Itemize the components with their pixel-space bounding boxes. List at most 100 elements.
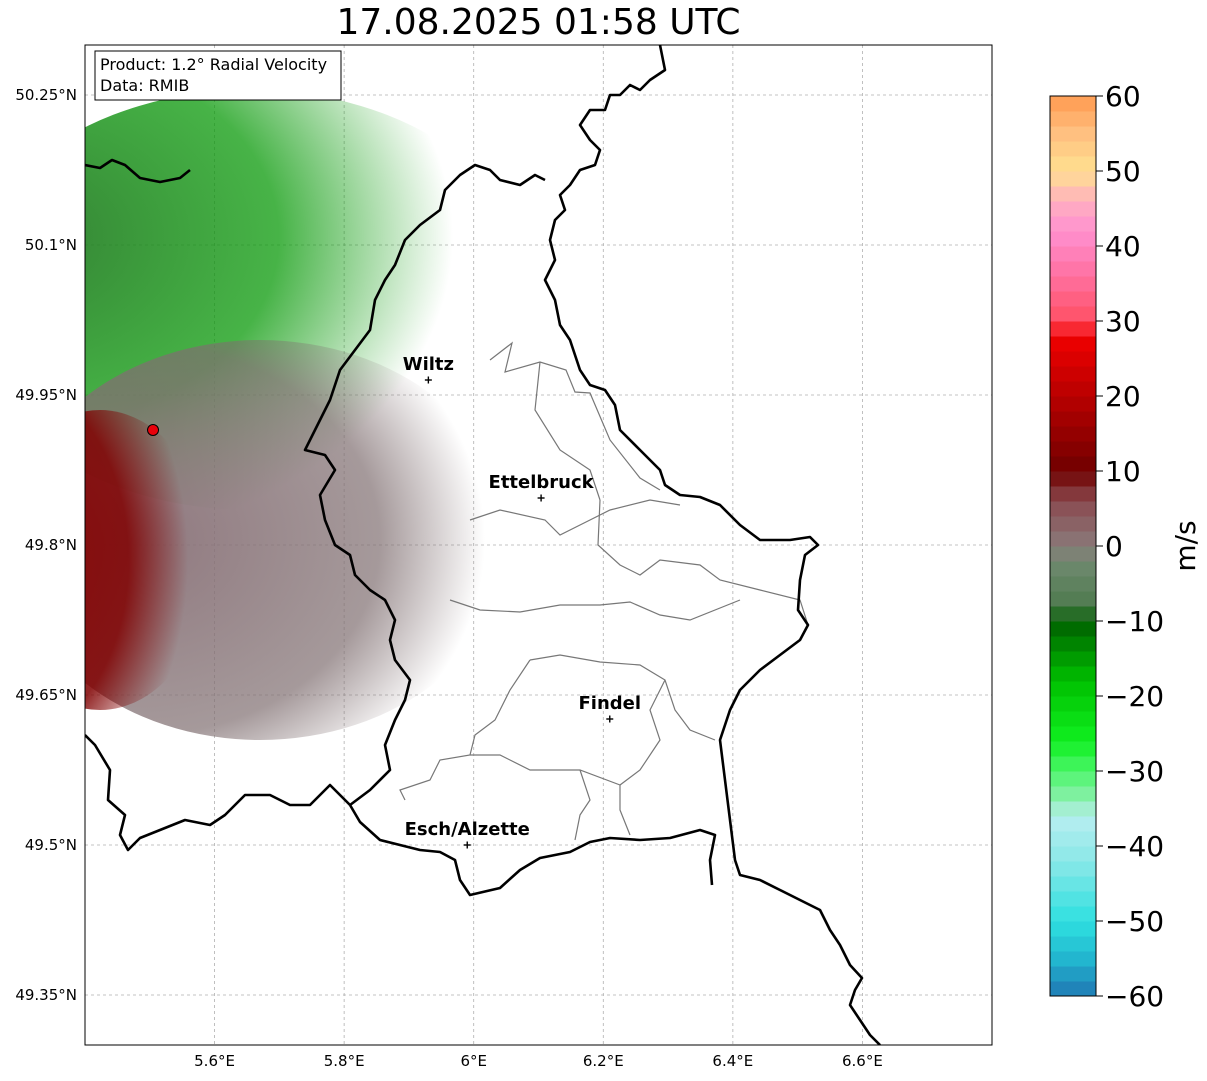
longitude-tick-label: 6.4°E [712, 1052, 753, 1070]
colorbar-band [1050, 246, 1096, 262]
colorbar-band [1050, 186, 1096, 202]
velocity-colorbar: 60 50 40 30 20 10 0 −10 −20 −30 −40 −50 −60 m/s [1049, 80, 1202, 1013]
colorbar-tick-label: 30 [1105, 305, 1141, 338]
latitude-tick-label: 49.5°N [25, 836, 77, 854]
belgium-france-border [85, 734, 351, 852]
echo-outbound-area [85, 410, 210, 710]
colorbar-tick-label: −10 [1105, 605, 1164, 638]
colorbar-band [1050, 846, 1096, 862]
info-data-text: Data: RMIB [100, 76, 189, 95]
map-frame-border [84, 44, 993, 1046]
city-label: Esch/Alzette [405, 819, 530, 840]
colorbar-bands [1050, 96, 1096, 997]
longitude-tick-label: 5.6°E [194, 1052, 235, 1070]
latitude-tick-label: 49.95°N [15, 386, 77, 404]
colorbar-band [1050, 861, 1096, 877]
colorbar-band [1050, 351, 1096, 367]
colorbar-band [1050, 276, 1096, 292]
colorbar-band [1050, 981, 1096, 997]
radar-echo-field [85, 90, 540, 740]
luxembourg-belgium-border [303, 163, 546, 807]
canton-boundaries [399, 341, 809, 841]
colorbar-band [1050, 561, 1096, 577]
longitude-tick-label: 6°E [460, 1052, 487, 1070]
latitude-tick-label: 49.8°N [25, 536, 77, 554]
canton-boundary [529, 654, 716, 741]
colorbar-tick-label: 20 [1105, 380, 1141, 413]
colorbar-label: m/s [1169, 520, 1202, 571]
colorbar-band [1050, 396, 1096, 412]
canton-boundary [534, 361, 601, 501]
colorbar-band [1050, 306, 1096, 322]
colorbar-band [1050, 966, 1096, 982]
info-product-text: Product: 1.2° Radial Velocity [100, 55, 327, 74]
colorbar-band [1050, 666, 1096, 682]
colorbar-tick-label: −20 [1105, 680, 1164, 713]
colorbar-tick-label: 0 [1105, 530, 1123, 563]
colorbar-ticks: 60 50 40 30 20 10 0 −10 −20 −30 −40 −50 −60 [1096, 80, 1164, 1013]
longitude-tick-labels: 5.6°E 5.8°E 6°E 6.2°E 6.4°E 6.6°E [194, 1052, 883, 1070]
longitude-tick-label: 5.8°E [324, 1052, 365, 1070]
colorbar-band [1050, 576, 1096, 592]
latitude-tick-label: 50.1°N [25, 236, 77, 254]
colorbar-band [1050, 771, 1096, 787]
city-label: Wiltz [403, 354, 454, 375]
colorbar-band [1050, 591, 1096, 607]
colorbar-tick-label: 60 [1105, 80, 1141, 113]
canton-boundary [489, 341, 661, 491]
colorbar-band [1050, 831, 1096, 847]
city-ettelbruck: Ettelbruck [489, 472, 595, 502]
colorbar-band [1050, 921, 1096, 937]
colorbar-band [1050, 201, 1096, 217]
colorbar-band [1050, 501, 1096, 517]
colorbar-band [1050, 216, 1096, 232]
colorbar-band [1050, 696, 1096, 712]
colorbar-band [1050, 291, 1096, 307]
colorbar-tick-label: −60 [1105, 980, 1164, 1013]
canton-boundary [619, 679, 666, 786]
colorbar-tick-label: −40 [1105, 830, 1164, 863]
colorbar-band [1050, 456, 1096, 472]
colorbar-band [1050, 651, 1096, 667]
city-label: Findel [578, 693, 641, 714]
colorbar-band [1050, 96, 1096, 112]
colorbar-band [1050, 336, 1096, 352]
colorbar-band [1050, 786, 1096, 802]
colorbar-band [1050, 726, 1096, 742]
luxembourg-france-border [348, 804, 717, 897]
colorbar-band [1050, 936, 1096, 952]
colorbar-band [1050, 126, 1096, 142]
colorbar-band [1050, 426, 1096, 442]
latitude-tick-label: 49.65°N [15, 686, 77, 704]
city-wiltz: Wiltz [403, 354, 454, 384]
colorbar-band [1050, 606, 1096, 622]
longitude-tick-label: 6.2°E [583, 1052, 624, 1070]
colorbar-band [1050, 621, 1096, 637]
colorbar-band [1050, 891, 1096, 907]
latitude-tick-label: 50.25°N [15, 86, 77, 104]
colorbar-band [1050, 321, 1096, 337]
colorbar-band [1050, 381, 1096, 397]
colorbar-band [1050, 756, 1096, 772]
latitude-tick-label: 49.35°N [15, 986, 77, 1004]
colorbar-tick-label: 10 [1105, 455, 1141, 488]
colorbar-tick-label: −30 [1105, 755, 1164, 788]
colorbar-band [1050, 171, 1096, 187]
colorbar-band [1050, 231, 1096, 247]
colorbar-band [1050, 111, 1096, 127]
colorbar-band [1050, 531, 1096, 547]
colorbar-band [1050, 876, 1096, 892]
colorbar-band [1050, 141, 1096, 157]
radar-site-marker [147, 424, 160, 436]
colorbar-band [1050, 441, 1096, 457]
colorbar-band [1050, 801, 1096, 817]
city-findel: Findel [578, 693, 641, 723]
colorbar-band [1050, 741, 1096, 757]
longitude-tick-label: 6.6°E [842, 1052, 883, 1070]
colorbar-band [1050, 156, 1096, 172]
colorbar-band [1050, 516, 1096, 532]
canton-boundary [469, 499, 681, 536]
map-title: 17.08.2025 01:58 UTC [336, 2, 741, 43]
city-esch-alzette: Esch/Alzette [405, 819, 530, 849]
colorbar-band [1050, 366, 1096, 382]
